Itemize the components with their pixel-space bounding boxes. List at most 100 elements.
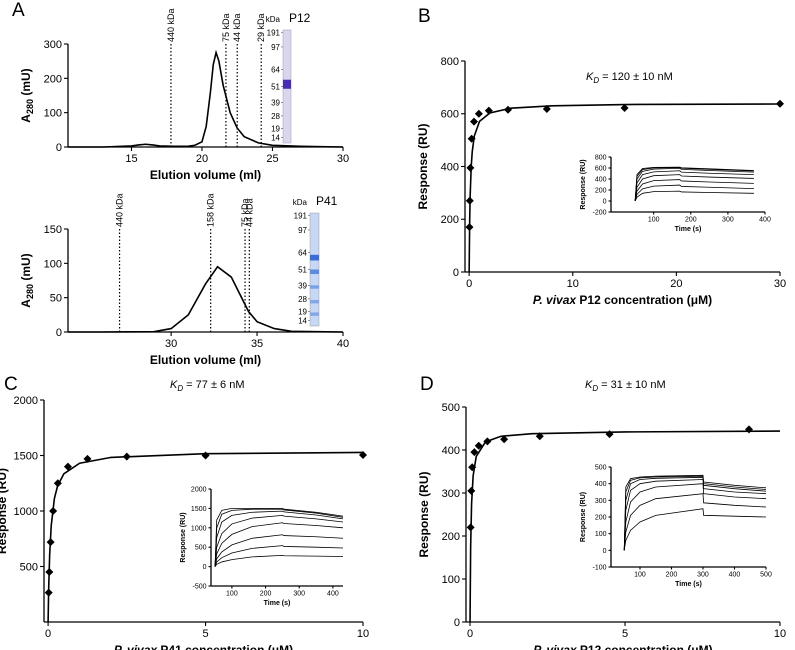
y-tick-label: 100: [595, 531, 607, 538]
x-tick-label: 400: [327, 591, 339, 598]
y-tick-label: -200: [592, 210, 606, 217]
panel-label: B: [418, 6, 431, 27]
y-tick-label: 100: [44, 108, 62, 120]
y-axis-label-part: A: [19, 299, 33, 308]
line: [623, 508, 767, 551]
y-tick-label: 400: [442, 445, 460, 457]
y-tick-label: 150: [44, 224, 62, 236]
x-axis-label-part: P. vivax: [533, 293, 577, 307]
y-axis-label: Response (RU): [180, 512, 187, 562]
data-point: [466, 163, 475, 172]
marker-label: 75 kDa: [240, 198, 250, 227]
data-point: [474, 441, 483, 450]
y-tick-label: -100: [592, 565, 606, 572]
data-point: [467, 486, 476, 495]
ladder-label: 97: [271, 43, 280, 52]
ladder-label: 97: [298, 226, 307, 235]
y-tick-label: 500: [195, 545, 207, 552]
x-tick-label: 500: [760, 572, 772, 579]
data-point: [500, 435, 509, 444]
y-tick-label: 400: [595, 481, 607, 488]
data-point: [53, 479, 62, 488]
x-tick-label: 200: [685, 217, 697, 224]
kd-annotation-part: = 31 ± 10 nM: [598, 379, 666, 391]
ladder-label: 191: [294, 211, 308, 220]
data-point: [201, 451, 210, 460]
data-point: [46, 538, 55, 547]
x-tick-label: 400: [729, 572, 741, 579]
x-axis-label-part: P41 concentration (μM): [157, 643, 293, 650]
x-axis-label: P. vivax P12 concentration (μM): [533, 643, 712, 650]
gel-band: [283, 79, 291, 89]
line: [68, 265, 344, 333]
x-axis-label: Time (s): [264, 600, 291, 607]
line: [214, 508, 344, 567]
ladder-label: 19: [298, 307, 307, 316]
y-axis-label-part: (mU): [19, 253, 33, 284]
x-tick-label: 100: [648, 217, 660, 224]
gel-band: [310, 300, 319, 304]
x-tick-label: 10: [357, 628, 369, 640]
marker-label: 29 kDa: [256, 13, 266, 42]
y-tick-label: 400: [595, 177, 607, 184]
data-point: [470, 448, 479, 457]
marker-label: 440 kDa: [115, 193, 125, 227]
data-point: [467, 134, 476, 143]
line: [634, 179, 754, 202]
data-point: [474, 109, 483, 118]
y-axis-label: Response (RU): [417, 471, 431, 557]
y-axis-label: A280 (mU): [19, 68, 35, 122]
y-tick-label: 800: [595, 155, 607, 162]
y-tick-label: 100: [44, 258, 62, 270]
kd-annotation-part: K: [586, 71, 594, 83]
y-axis-label-part: (mU): [19, 68, 33, 99]
y-tick-label: 50: [50, 293, 62, 305]
kd-annotation-part: K: [585, 379, 593, 391]
kd-annotation-part: K: [170, 379, 178, 391]
y-tick-label: 0: [603, 548, 607, 555]
marker-label: 440 kDa: [166, 8, 176, 42]
data-point: [468, 463, 477, 472]
y-axis-label: Response (RU): [580, 159, 587, 209]
ladder-label: 14: [298, 316, 307, 325]
x-axis-label-part: P12 concentration (μM): [577, 643, 713, 650]
y-tick-label: 0: [56, 142, 62, 154]
line: [623, 474, 767, 551]
gel-title: P41: [316, 194, 338, 208]
marker-label: 158 kDa: [206, 193, 216, 227]
y-axis-label-part: 280: [25, 284, 35, 299]
x-tick-label: 100: [226, 591, 238, 598]
x-axis-label: Time (s): [675, 581, 702, 588]
marker-label: 44 kDa: [244, 198, 254, 227]
data-point: [484, 106, 493, 115]
x-tick-label: 10: [567, 278, 579, 290]
ladder-label: 19: [271, 124, 280, 133]
y-tick-label: 0: [454, 617, 460, 629]
kd-annotation-part: = 120 ± 10 nM: [599, 71, 673, 83]
data-point: [470, 117, 479, 126]
line: [634, 190, 754, 202]
ladder-label: 39: [298, 281, 307, 290]
x-tick-label: 30: [774, 278, 786, 290]
data-point: [535, 432, 544, 441]
data-point: [122, 452, 131, 461]
fit-curve: [47, 451, 364, 623]
y-tick-label: 500: [595, 465, 607, 472]
line: [623, 483, 767, 551]
kd-annotation-part: D: [593, 76, 599, 85]
y-tick-label: 200: [44, 73, 62, 85]
ladder-label: 191: [267, 28, 281, 37]
y-tick-label: 0: [603, 199, 607, 206]
gel-title: P12: [289, 11, 311, 25]
data-point: [504, 105, 513, 114]
x-tick-label: 5: [202, 628, 208, 640]
y-tick-label: 200: [595, 188, 607, 195]
y-tick-label: 1500: [14, 450, 38, 462]
y-tick-label: 600: [595, 166, 607, 173]
y-tick-label: 0: [203, 564, 207, 571]
x-tick-label: 10: [774, 628, 786, 640]
y-tick-label: 1000: [191, 525, 207, 532]
x-axis-label-part: P. vivax: [114, 643, 158, 650]
x-tick-label: 100: [634, 572, 646, 579]
